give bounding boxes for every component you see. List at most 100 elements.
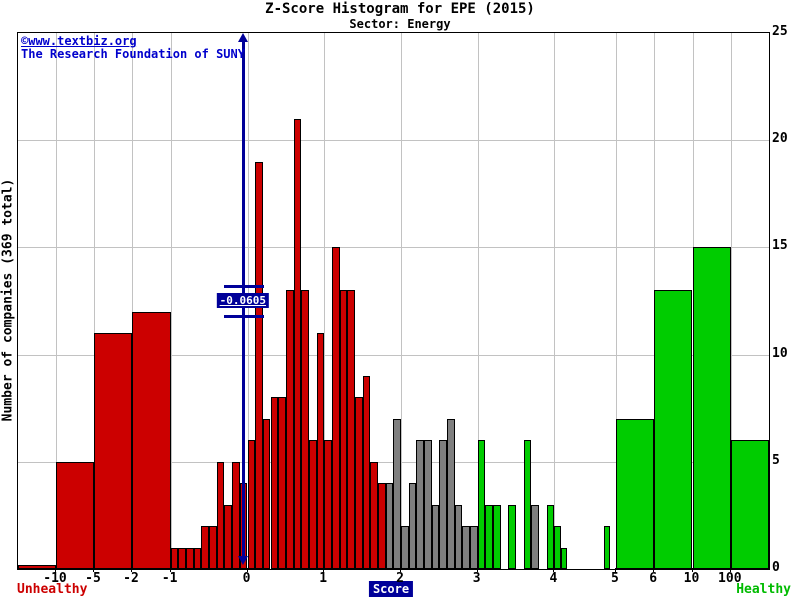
x-tick-mark [476, 568, 478, 572]
x-axis-tick-label: 100 [718, 571, 742, 586]
marker-value-label: -0.0605 [216, 293, 270, 308]
histogram-bar [531, 504, 540, 569]
histogram-bar [316, 333, 325, 569]
histogram-bar [692, 247, 731, 569]
histogram-bar [285, 290, 294, 569]
gridline-vertical [554, 33, 556, 569]
x-tick-mark [653, 568, 655, 572]
watermark-link[interactable]: ©www.textbiz.org [21, 34, 137, 48]
y-axis-title: Number of companies (369 total) [0, 178, 16, 422]
histogram-bar [447, 418, 455, 569]
histogram-bar [377, 483, 386, 569]
x-tick-mark [93, 568, 94, 572]
y-axis-tick-label: 15 [772, 238, 788, 254]
gridline-vertical [615, 33, 617, 569]
histogram-bar [270, 397, 279, 569]
chart-subtitle: Sector: Energy [349, 17, 451, 31]
histogram-bar [293, 118, 302, 569]
histogram-bar [493, 504, 501, 569]
histogram-bar [470, 526, 478, 569]
histogram-bar [408, 483, 417, 569]
histogram-bar [354, 397, 363, 569]
gridline-horizontal [18, 247, 769, 249]
histogram-bar [454, 504, 463, 569]
histogram-bar [201, 526, 210, 569]
histogram-bar [324, 440, 332, 569]
histogram-bar [730, 440, 769, 569]
histogram-bar [262, 418, 271, 569]
histogram-bar [362, 376, 371, 569]
histogram-bar [186, 547, 194, 569]
gridline-vertical [477, 33, 479, 569]
y-axis-tick-label: 10 [772, 345, 788, 361]
histogram-bar [485, 504, 494, 569]
histogram-bar [508, 504, 517, 569]
marker-crossbar [223, 285, 264, 288]
histogram-bar [477, 440, 486, 569]
gridline-horizontal [18, 140, 769, 142]
x-axis-tick-label: -2 [123, 571, 139, 586]
histogram-bar [554, 526, 561, 569]
histogram-bar [170, 547, 179, 569]
healthy-zone-label: Healthy [736, 582, 791, 597]
x-axis-tick-label: 3 [472, 571, 481, 586]
x-tick-mark [691, 568, 693, 572]
x-axis-tick-label: -1 [161, 571, 178, 586]
histogram-bar [560, 547, 567, 569]
gridline-vertical [730, 33, 732, 569]
x-axis-tick-label: 6 [649, 571, 658, 586]
x-axis-tick-label: 4 [549, 571, 558, 586]
histogram-bar [385, 483, 394, 569]
x-axis-tick-label: 0 [242, 571, 251, 586]
histogram-bar [216, 461, 225, 569]
x-axis-title: Score [368, 581, 414, 597]
plot-area: ©www.textbiz.org The Research Foundation… [17, 32, 770, 570]
histogram-bar [546, 504, 555, 569]
histogram-bar [523, 440, 532, 569]
y-axis-tick-label: 0 [772, 560, 780, 575]
x-axis-tick-label: -10 [43, 571, 67, 586]
histogram-bar [347, 290, 355, 569]
histogram-bar [331, 247, 340, 569]
gridline-vertical [132, 33, 133, 569]
x-tick-mark [131, 568, 132, 572]
histogram-bar [615, 418, 655, 569]
x-axis-tick-label: 1 [319, 571, 328, 586]
watermark-org: The Research Foundation of SUNY [21, 47, 245, 61]
gridline-vertical [401, 33, 402, 569]
x-tick-mark [169, 568, 171, 572]
x-axis-tick-label: -5 [85, 571, 101, 586]
histogram-bar [94, 333, 132, 569]
gridline-vertical [170, 33, 172, 569]
histogram-bar [339, 290, 348, 569]
histogram-bar [654, 290, 693, 569]
x-tick-mark [246, 568, 248, 572]
x-tick-mark [323, 568, 325, 572]
histogram-bar [370, 461, 378, 569]
y-axis-tick-label: 25 [772, 24, 788, 39]
x-axis-tick-label: 5 [610, 571, 619, 586]
histogram-bar [56, 461, 94, 569]
marker-crossbar [223, 315, 264, 318]
x-tick-mark [400, 568, 401, 572]
histogram-bar [401, 526, 409, 569]
histogram-bar [193, 547, 202, 569]
unhealthy-zone-label: Unhealthy [17, 582, 88, 597]
histogram-bar [224, 504, 233, 569]
histogram-bar [416, 440, 424, 569]
marker-arrow-bottom-icon [237, 556, 248, 565]
histogram-bar [232, 461, 240, 569]
histogram-bar [462, 526, 471, 569]
y-axis-tick-label: 5 [772, 452, 780, 468]
gridline-vertical [324, 33, 326, 569]
histogram-bar [308, 440, 317, 569]
histogram-bar [178, 547, 187, 569]
histogram-bar [247, 440, 256, 569]
histogram-bar [439, 440, 447, 569]
x-tick-mark [553, 568, 555, 572]
x-tick-mark [614, 568, 616, 572]
histogram-bar [424, 440, 432, 569]
histogram-bar [255, 161, 263, 569]
histogram-bar [209, 526, 217, 569]
